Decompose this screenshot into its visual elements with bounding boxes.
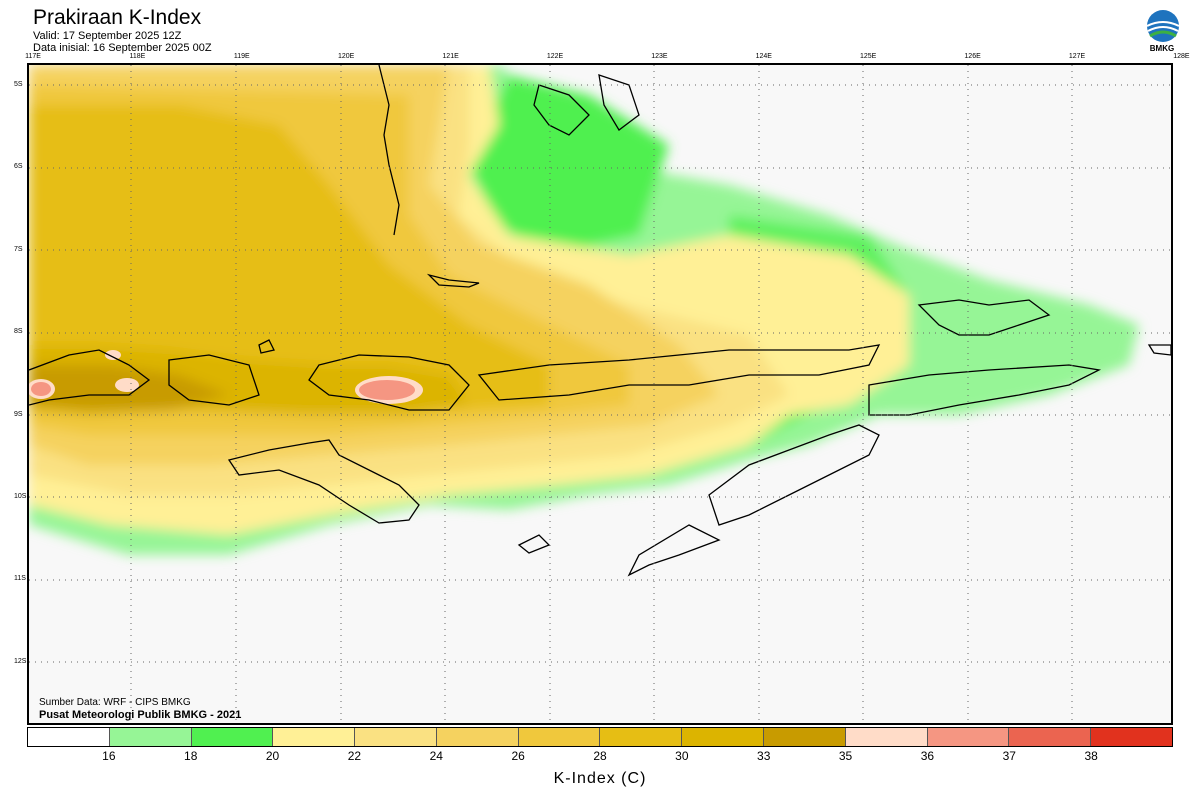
colorbar-label: 28 xyxy=(593,749,607,763)
colorbar-swatch xyxy=(764,728,846,746)
lon-tick-label: 118E xyxy=(129,53,146,60)
coastlines xyxy=(29,65,1171,577)
lon-tick-label: 128E xyxy=(1173,53,1190,60)
lon-tick-label: 122E xyxy=(546,53,564,60)
colorbar-label: 33 xyxy=(757,749,771,763)
colorbar-label: 24 xyxy=(429,749,443,763)
source-line-2: Pusat Meteorologi Publik BMKG - 2021 xyxy=(39,709,242,721)
colorbar-swatch xyxy=(355,728,437,746)
lat-tick-label: 9S xyxy=(14,410,23,418)
colorbar-label: 16 xyxy=(102,749,116,763)
lat-tick-label: 6S xyxy=(14,163,23,171)
colorbar-swatch xyxy=(28,728,110,746)
colorbar-label: 38 xyxy=(1084,749,1098,763)
colorbar-label: 35 xyxy=(838,749,853,763)
lat-tick-label: 12S xyxy=(14,657,27,665)
lon-tick-label: 126E xyxy=(964,53,981,60)
valid-time: Valid: 17 September 2025 12Z xyxy=(33,30,182,42)
lon-tick-label: 127E xyxy=(1068,53,1086,60)
colorbar-swatch xyxy=(927,728,1010,746)
colorbar xyxy=(27,727,1173,747)
colorbar-swatch xyxy=(109,728,192,746)
lon-tick-label: 124E xyxy=(755,53,772,60)
map-title: Prakiraan K-Index xyxy=(33,6,202,29)
lon-tick-label: 125E xyxy=(860,53,877,60)
colorbar-swatch xyxy=(1091,728,1172,746)
colorbar-swatch xyxy=(1009,728,1092,746)
lon-tick-label: 117E xyxy=(25,53,41,60)
k-index-map: Sumber Data: WRF - CIPS BMKG Pusat Meteo… xyxy=(27,63,1173,725)
colorbar-swatch xyxy=(191,728,274,746)
bmkg-logo-icon xyxy=(1141,8,1185,56)
colorbar-label: 20 xyxy=(265,749,280,763)
lat-tick-label: 8S xyxy=(14,328,23,336)
initial-data-time: Data inisial: 16 September 2025 00Z xyxy=(33,42,212,54)
colorbar-label: 18 xyxy=(184,749,198,763)
lon-tick-label: 123E xyxy=(651,53,668,60)
lon-tick-label: 120E xyxy=(338,53,355,60)
lat-tick-label: 10S xyxy=(14,493,27,500)
colorbar-title: K-Index (C) xyxy=(553,770,647,787)
lon-tick-label: 119E xyxy=(233,53,250,60)
colorbar-swatch xyxy=(682,728,765,746)
lat-tick-label: 11S xyxy=(14,575,26,583)
colorbar-label: 37 xyxy=(1002,749,1016,763)
k-index-field xyxy=(29,65,1139,555)
lat-tick-label: 5S xyxy=(14,81,23,88)
high-k-index-patches xyxy=(29,350,423,404)
colorbar-swatch xyxy=(436,728,519,746)
colorbar-label: 26 xyxy=(511,749,525,763)
colorbar-label: 22 xyxy=(347,749,362,763)
data-source: Sumber Data: WRF - CIPS BMKG Pusat Meteo… xyxy=(39,697,241,721)
lat-tick-label: 7S xyxy=(14,245,23,253)
graticule xyxy=(29,65,1171,723)
colorbar-swatch xyxy=(518,728,601,746)
colorbar-label: 30 xyxy=(675,749,689,763)
colorbar-swatch xyxy=(845,728,928,746)
colorbar-label: 36 xyxy=(920,749,935,763)
source-line-1: Sumber Data: WRF - CIPS BMKG xyxy=(39,697,191,708)
bmkg-logo-text: BMKG xyxy=(1149,44,1175,53)
colorbar-swatch xyxy=(600,728,683,746)
lon-tick-label: 121E xyxy=(442,53,459,60)
colorbar-swatch xyxy=(273,728,356,746)
